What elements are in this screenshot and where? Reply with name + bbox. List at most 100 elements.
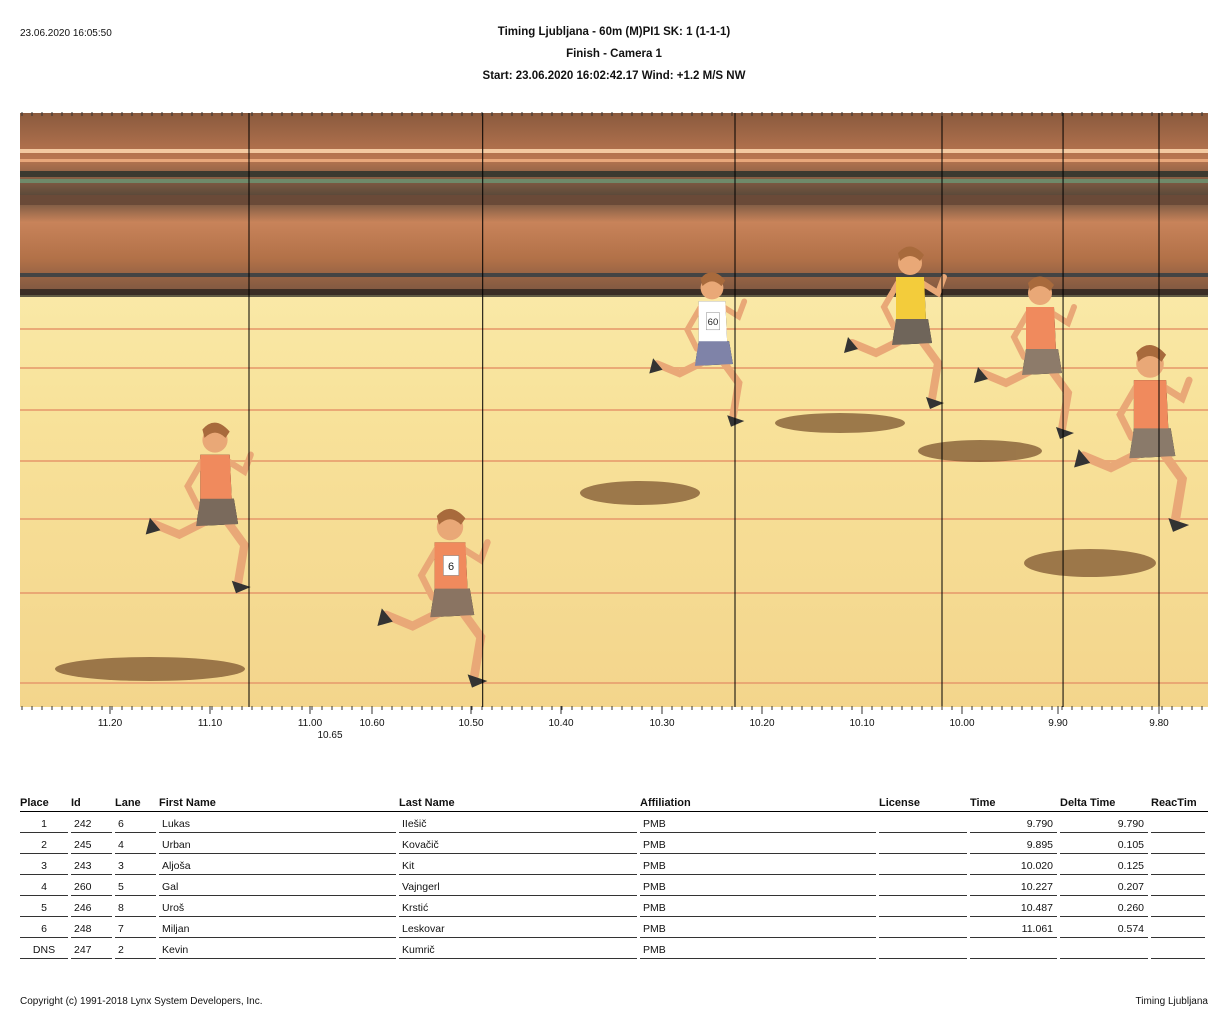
runner-figure [844, 246, 944, 409]
table-cell: 247 [71, 942, 112, 959]
table-cell: 8 [115, 900, 156, 917]
table-cell [1151, 942, 1205, 959]
table-cell: 5 [20, 900, 68, 917]
header-first-name: First Name [159, 795, 399, 812]
table-row: 4 260 5 Gal Vajngerl PMB 10.227 0.207 [20, 875, 1208, 896]
table-cell [970, 942, 1057, 959]
table-cell: Gal [159, 879, 396, 896]
table-cell: PMB [640, 858, 876, 875]
header-reaction-time: ReacTim [1151, 795, 1208, 812]
time-label: 9.80 [1149, 718, 1169, 729]
table-cell: Krstić [399, 900, 637, 917]
time-sub-label: 10.65 [317, 730, 342, 741]
time-label: 11.20 [98, 718, 123, 729]
table-cell: 243 [71, 858, 112, 875]
footer-brand: Timing Ljubljana [1135, 996, 1208, 1007]
table-cell [879, 921, 967, 938]
table-cell: Uroš [159, 900, 396, 917]
table-cell: 246 [71, 900, 112, 917]
table-cell: PMB [640, 900, 876, 917]
table-cell [1151, 816, 1205, 833]
table-cell [879, 816, 967, 833]
table-row: DNS 247 2 Kevin Kumrič PMB [20, 938, 1208, 959]
table-cell: 5 [115, 879, 156, 896]
table-cell: 4 [20, 879, 68, 896]
time-label: 10.30 [649, 718, 674, 729]
time-label: 10.60 [359, 718, 384, 729]
runner-figure [146, 423, 251, 594]
table-cell: 245 [71, 837, 112, 854]
table-cell: 10.020 [970, 858, 1057, 875]
results-header-row: Place Id Lane First Name Last Name Affil… [20, 795, 1208, 812]
table-cell [1060, 942, 1148, 959]
table-cell: PMB [640, 879, 876, 896]
table-cell [1151, 837, 1205, 854]
table-cell: Lukas [159, 816, 396, 833]
table-cell [879, 837, 967, 854]
table-cell: 3 [20, 858, 68, 875]
runner-figure [1074, 345, 1189, 532]
table-row: 5 246 8 Uroš Krstić PMB 10.487 0.260 [20, 896, 1208, 917]
table-cell: IIešič [399, 816, 637, 833]
table-row: 6 248 7 Miljan Leskovar PMB 11.061 0.574 [20, 917, 1208, 938]
table-cell: Kit [399, 858, 637, 875]
table-cell: Leskovar [399, 921, 637, 938]
table-cell: PMB [640, 921, 876, 938]
table-cell: 10.227 [970, 879, 1057, 896]
table-cell: 9.790 [970, 816, 1057, 833]
table-cell [879, 900, 967, 917]
table-cell: 0.574 [1060, 921, 1148, 938]
table-cell: 0.207 [1060, 879, 1148, 896]
table-cell: Kovačič [399, 837, 637, 854]
table-cell: DNS [20, 942, 68, 959]
start-wind-info: Start: 23.06.2020 16:02:42.17 Wind: +1.2… [482, 70, 746, 82]
table-cell: 6 [20, 921, 68, 938]
header-delta-time: Delta Time [1060, 795, 1151, 812]
table-cell: 4 [115, 837, 156, 854]
table-cell: Kumrič [399, 942, 637, 959]
table-cell: PMB [640, 942, 876, 959]
table-row: 1 242 6 Lukas IIešič PMB 9.790 9.790 [20, 812, 1208, 833]
table-cell: 9.790 [1060, 816, 1148, 833]
table-cell: 9.895 [970, 837, 1057, 854]
header-time: Time [970, 795, 1060, 812]
table-cell: 0.260 [1060, 900, 1148, 917]
table-cell: 0.125 [1060, 858, 1148, 875]
table-cell: 260 [71, 879, 112, 896]
time-label: 10.00 [949, 718, 974, 729]
header-last-name: Last Name [399, 795, 640, 812]
table-cell: PMB [640, 816, 876, 833]
runner-bib-number: 6 [448, 561, 454, 573]
header-place: Place [20, 795, 71, 812]
time-label: 9.90 [1048, 718, 1068, 729]
time-label: 10.10 [849, 718, 874, 729]
time-label: 10.50 [458, 718, 483, 729]
table-cell: Miljan [159, 921, 396, 938]
table-cell: 6 [115, 816, 156, 833]
table-cell [879, 858, 967, 875]
table-cell: 7 [115, 921, 156, 938]
time-label: 11.10 [198, 718, 223, 729]
table-cell [879, 942, 967, 959]
table-row: 2 245 4 Urban Kovačič PMB 9.895 0.105 [20, 833, 1208, 854]
table-cell [879, 879, 967, 896]
table-row: 3 243 3 Aljoša Kit PMB 10.020 0.125 [20, 854, 1208, 875]
table-cell: 10.487 [970, 900, 1057, 917]
table-cell: 0.105 [1060, 837, 1148, 854]
printed-timestamp: 23.06.2020 16:05:50 [20, 28, 112, 39]
finish-photo: 6 60 [20, 113, 1208, 707]
table-cell: 11.061 [970, 921, 1057, 938]
runner-figure: 6 [377, 509, 487, 688]
report-subtitle: Finish - Camera 1 [566, 48, 662, 60]
header-affiliation: Affiliation [640, 795, 879, 812]
time-label: 11.00 [298, 718, 323, 729]
table-cell: Vajngerl [399, 879, 637, 896]
time-label: 10.20 [749, 718, 774, 729]
runner-figure: 60 [649, 272, 744, 426]
table-cell: Kevin [159, 942, 396, 959]
table-cell: PMB [640, 837, 876, 854]
table-cell: 2 [20, 837, 68, 854]
table-cell [1151, 900, 1205, 917]
table-cell: Aljoša [159, 858, 396, 875]
table-cell: 1 [20, 816, 68, 833]
